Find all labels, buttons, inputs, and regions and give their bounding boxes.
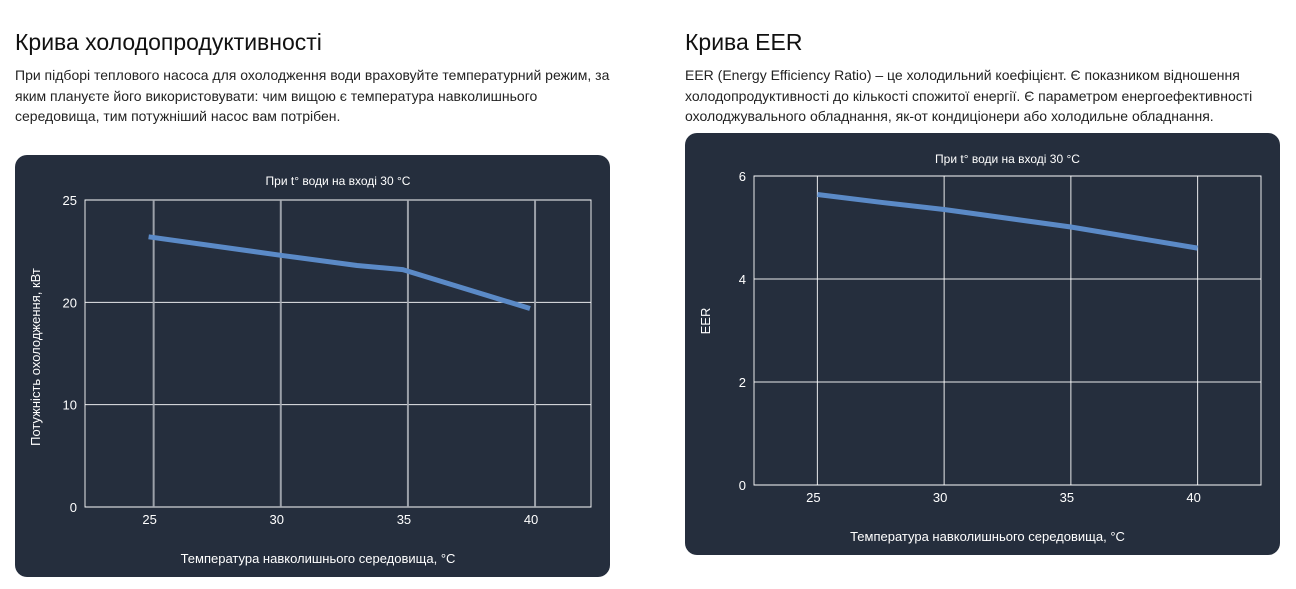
cooling-chart: При t° води на вході 30 °C 0 10 20 25 25 30 35 4… [28, 174, 592, 566]
y-tick-label: 20 [63, 295, 77, 310]
x-tick-label: 35 [1060, 490, 1074, 505]
eer-section-title: Крива EER [685, 29, 803, 56]
x-axis-label: Температура навколишнього середовища, °C [850, 529, 1125, 544]
x-tick-label: 35 [397, 512, 411, 527]
y-axis-label: Потужність охолодження, кВт [28, 268, 43, 446]
y-tick-label: 10 [63, 398, 77, 413]
x-tick-label: 25 [806, 490, 820, 505]
y-tick-label: 2 [739, 375, 746, 390]
y-tick-label: 4 [739, 272, 746, 287]
x-tick-label: 30 [933, 490, 947, 505]
plot-area [753, 175, 1262, 486]
eer-chart-panel: При t° води на вході 30 °C 0 2 4 6 25 30 35 40 Те… [685, 133, 1280, 555]
y-tick-label: 0 [739, 478, 746, 493]
y-axis-label: EER [698, 308, 713, 335]
cooling-section-description: При підборі теплового насоса для охолодж… [15, 67, 610, 124]
chart-title: При t° води на вході 30 °C [266, 174, 411, 188]
series-line [148, 234, 531, 311]
eer-section-description: EER (Energy Efficiency Ratio) – це холод… [685, 67, 1253, 124]
x-tick-label: 40 [1186, 490, 1200, 505]
series-line [817, 192, 1199, 251]
cooling-section-title: Крива холодопродуктивності [15, 29, 322, 56]
eer-chart: При t° води на вході 30 °C 0 2 4 6 25 30 35 40 Те… [698, 152, 1262, 544]
x-tick-label: 40 [524, 512, 538, 527]
x-tick-label: 30 [270, 512, 284, 527]
plot-area [84, 199, 592, 508]
y-tick-label: 6 [739, 169, 746, 184]
x-axis-label: Температура навколишнього середовища, °C [181, 551, 456, 566]
y-tick-label: 25 [63, 193, 77, 208]
y-tick-label: 0 [70, 500, 77, 515]
cooling-chart-panel: При t° води на вході 30 °C 0 10 20 25 25 30 35 4… [15, 155, 610, 577]
chart-title: При t° води на вході 30 °C [935, 152, 1080, 166]
x-tick-label: 25 [142, 512, 156, 527]
